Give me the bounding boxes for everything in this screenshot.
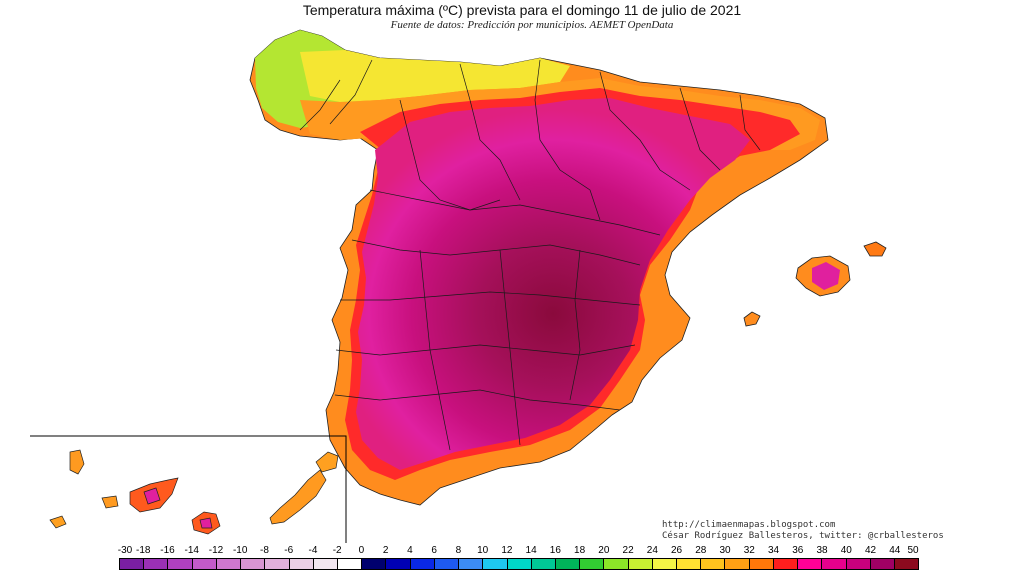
legend-label: 50 [907, 545, 919, 556]
legend-label: 12 [501, 545, 513, 556]
map-subtitle: Fuente de datos: Predicción por municipi… [390, 19, 674, 31]
legend-swatch [822, 559, 847, 569]
credits-author: César Rodríguez Ballesteros, twitter: @c… [662, 531, 944, 541]
legend-swatch [846, 559, 871, 569]
legend-swatch [120, 559, 145, 569]
legend-label: 10 [477, 545, 489, 556]
canary-inset-frame [30, 435, 347, 543]
legend-label: -4 [308, 545, 318, 556]
cantabrian-yellow-zone [300, 50, 570, 102]
legend-label: 26 [671, 545, 683, 556]
legend-label: -2 [332, 545, 342, 556]
menorca-island [863, 241, 887, 257]
legend-swatch [580, 559, 605, 569]
legend-swatch [555, 559, 581, 569]
legend-swatch [677, 559, 702, 569]
interior-hot-zone [356, 98, 750, 470]
legend-label: -30 [117, 545, 133, 556]
legend-label: 40 [840, 545, 852, 556]
legend-swatch [701, 559, 726, 569]
legend-swatch [313, 559, 338, 569]
legend-swatch [749, 559, 774, 569]
legend-label: 8 [455, 545, 462, 556]
province-borders [299, 59, 761, 451]
legend-swatch [483, 559, 508, 569]
legend-label: -12 [208, 545, 224, 556]
legend-swatch [725, 559, 750, 569]
legend-swatch [434, 559, 460, 569]
legend-label: 36 [792, 545, 804, 556]
legend-swatch [628, 559, 653, 569]
legend-swatch [798, 559, 823, 569]
legend-label: 18 [574, 545, 586, 556]
legend-swatch [192, 559, 217, 569]
legend-swatch [870, 559, 895, 569]
legend-label: 32 [743, 545, 755, 556]
legend-swatch [168, 559, 193, 569]
legend-label: 14 [525, 545, 537, 556]
legend-label: 4 [407, 545, 413, 556]
legend-label: -8 [260, 545, 269, 556]
legend-label: 6 [431, 545, 437, 556]
legend-label: 42 [864, 545, 877, 556]
legend-swatch [507, 559, 532, 569]
legend-label: -16 [160, 545, 175, 556]
legend-swatch [604, 559, 629, 569]
legend-swatch [265, 559, 290, 569]
ibiza-island [743, 311, 761, 327]
legend-swatch [895, 559, 919, 569]
legend-labels: -30 -18 -16 -14 -12 -10 -8 -6 -4 -2 0 2 4 6 8 10 12 14 16 1… [117, 545, 919, 557]
legend-swatch [410, 559, 435, 569]
legend-swatch [289, 559, 314, 569]
legend-label: 20 [598, 545, 610, 556]
credits: http://climaenmapas.blogspot.com César R… [662, 520, 944, 542]
legend-label: 34 [767, 545, 780, 556]
legend-bar [119, 558, 919, 570]
map-title: Temperatura máxima (ºC) prevista para el… [302, 2, 742, 18]
legend-swatch [241, 559, 266, 569]
legend-label: 30 [719, 545, 731, 556]
legend-swatch [362, 559, 387, 569]
legend-label: -10 [232, 545, 248, 556]
legend-label: 2 [382, 545, 389, 556]
mallorca-hot-core [812, 262, 840, 290]
legend-label: 38 [816, 545, 828, 556]
legend-label: 28 [695, 545, 707, 556]
legend-label: -6 [284, 545, 294, 556]
legend-label: 16 [549, 545, 561, 556]
legend-swatch [531, 559, 556, 569]
legend-swatch [773, 559, 799, 569]
legend-label: -14 [184, 545, 199, 556]
canary-islands [49, 449, 339, 535]
legend-swatch [216, 559, 242, 569]
credits-blog-url: http://climaenmapas.blogspot.com [662, 520, 836, 530]
legend-swatch [144, 559, 169, 569]
color-legend: -30 -18 -16 -14 -12 -10 -8 -6 -4 -2 0 2 4 6 8 10 12 14 16 1… [117, 545, 919, 571]
legend-label: 0 [358, 545, 365, 556]
legend-label: -18 [136, 545, 151, 556]
legend-swatch [337, 559, 363, 569]
legend-label: 22 [622, 545, 634, 556]
legend-swatch [652, 559, 678, 569]
legend-swatch [459, 559, 484, 569]
legend-label: 24 [646, 545, 658, 556]
legend-swatch [386, 559, 411, 569]
legend-label: 44 [889, 545, 901, 556]
